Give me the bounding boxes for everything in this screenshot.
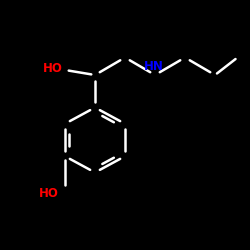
Text: HO: HO [39, 187, 59, 200]
Text: HO: HO [42, 62, 62, 75]
Text: HN: HN [144, 60, 164, 72]
